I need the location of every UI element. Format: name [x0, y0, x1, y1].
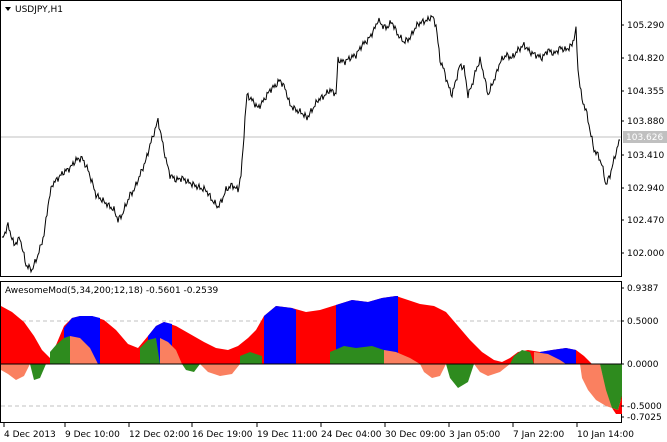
current-price-tag: [623, 131, 667, 143]
collapse-triangle-icon[interactable]: [5, 7, 11, 11]
price-axis-label: 104.820: [627, 54, 664, 64]
price-axis-label: 102.470: [627, 216, 664, 226]
indicator-axis-label: 0.5000: [627, 317, 659, 327]
indicator-blue-area: [264, 306, 296, 364]
indicator-axis-label: -0.7025: [627, 413, 662, 423]
indicator-salmon-area: [1, 364, 30, 380]
price-axis: 105.290 104.820 104.355 103.880 103.410 102.9…: [621, 21, 664, 259]
time-axis-label: 7 Jan 22:00: [513, 430, 565, 440]
indicator-salmon-area: [200, 364, 240, 376]
time-axis-label: 10 Jan 14:00: [577, 430, 634, 440]
indicator-axis: 0.9387 0.5000 0.0000 -0.5000-0.7025: [621, 284, 662, 423]
time-axis-label: 24 Dec 04:00: [321, 430, 382, 440]
symbol-title: USDJPY,H1: [15, 5, 63, 15]
indicator-green-area: [140, 338, 160, 364]
time-axis-label: 16 Dec 19:00: [192, 430, 253, 440]
time-axis-label: 12 Dec 02:00: [129, 430, 190, 440]
indicator-green-area: [30, 364, 46, 380]
symbol-title-group: USDJPY,H1: [5, 5, 63, 15]
price-axis-label: 105.290: [627, 21, 664, 31]
indicator-green-area: [510, 350, 534, 364]
indicator-salmon-area: [474, 364, 510, 376]
time-axis-label: 4 Dec 2013: [4, 430, 56, 440]
indicator-green-area: [240, 352, 262, 364]
price-axis-label: 104.355: [627, 87, 664, 97]
indicator-green-area: [50, 336, 70, 364]
indicator-histogram: [1, 296, 622, 414]
price-axis-label: 103.880: [627, 117, 664, 127]
time-axis-label: 9 Dec 10:00: [65, 430, 120, 440]
indicator-salmon-area: [534, 352, 566, 364]
indicator-title: AwesomeMod(5,34,200;12,18) -0.5601 -0.25…: [5, 286, 219, 296]
indicator-green-area: [182, 364, 200, 372]
indicator-salmon-area: [420, 364, 446, 378]
indicator-salmon-area: [160, 338, 182, 364]
indicator-axis-label: 0.0000: [627, 360, 659, 370]
price-pane-frame: [0, 0, 622, 277]
time-axis-label: 30 Dec 09:00: [385, 430, 446, 440]
price-series-line: [1, 14, 621, 274]
price-axis-label: 102.000: [627, 249, 664, 259]
current-price-label: 103.626: [626, 133, 663, 143]
indicator-green-area: [600, 364, 622, 410]
indicator-axis-label: -0.5000: [627, 402, 662, 412]
indicator-green-area: [330, 346, 384, 364]
time-axis: 4 Dec 2013 9 Dec 10:00 12 Dec 02:00 16 Dec …: [3, 423, 634, 440]
time-axis-label: 19 Dec 11:00: [257, 430, 318, 440]
indicator-red-area: [612, 396, 622, 414]
indicator-axis-label: 0.9387: [627, 284, 659, 294]
indicator-blue-area: [336, 296, 398, 364]
price-axis-label: 102.940: [627, 184, 664, 194]
indicator-salmon-area: [70, 336, 98, 364]
time-axis-label: 3 Jan 05:00: [449, 430, 501, 440]
indicator-salmon-area: [580, 364, 612, 408]
indicator-green-area: [446, 364, 474, 388]
indicator-salmon-area: [384, 350, 420, 364]
price-axis-label: 103.410: [627, 151, 664, 161]
